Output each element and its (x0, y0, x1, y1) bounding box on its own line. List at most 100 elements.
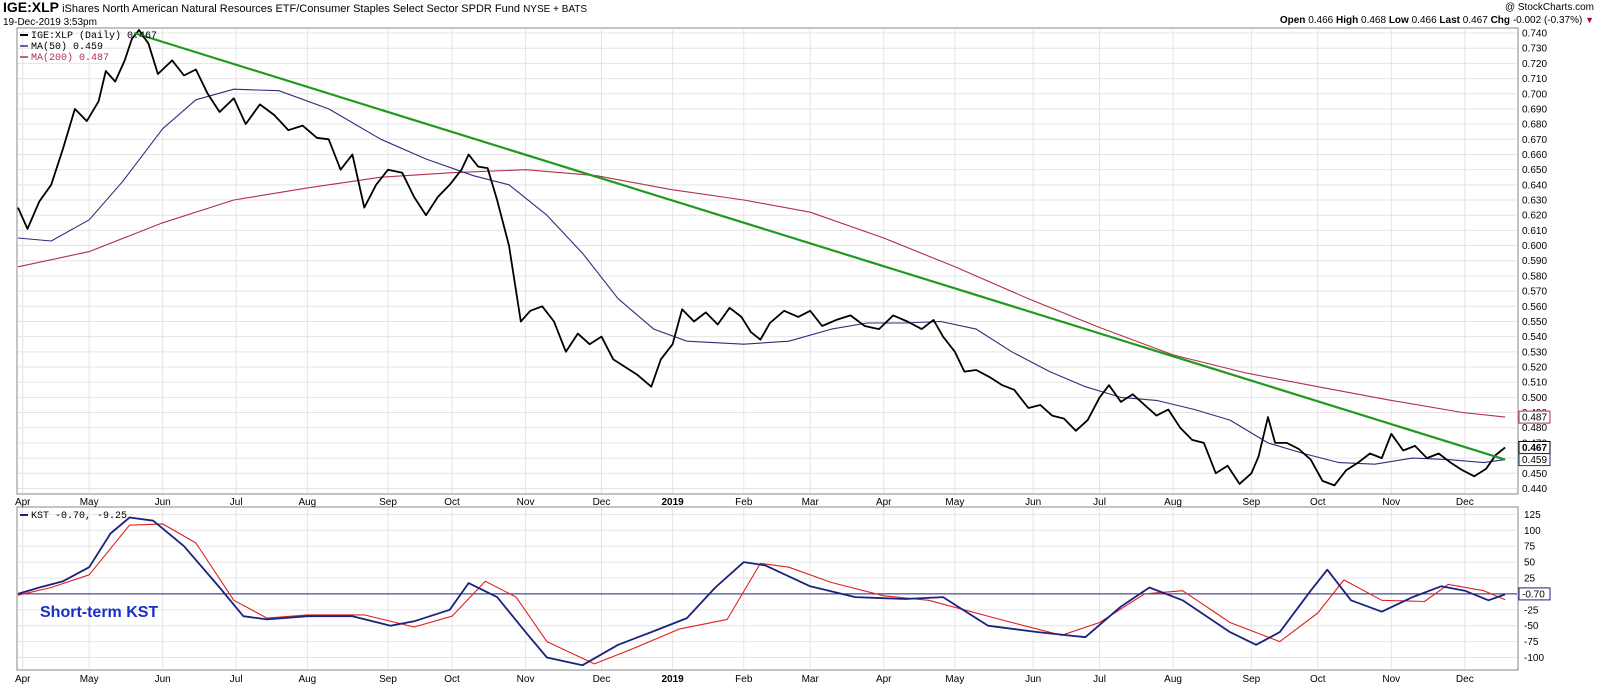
price-x-month-label: May (80, 497, 99, 508)
chart-header-right: @ StockCharts.com Open 0.466 High 0.468 … (1280, 1, 1594, 27)
price-y-tick-label: 0.630 (1522, 196, 1547, 207)
price-y-tick-label: 0.510 (1522, 378, 1547, 389)
kst-value-tag-label: -0.70 (1522, 589, 1545, 600)
y-axis-labels: 0.4400.4500.4600.4700.4800.4900.5000.510… (1518, 29, 1551, 664)
legend-ma200: MA(200) 0.487 (31, 52, 109, 64)
price-y-tick-label: 0.580 (1522, 271, 1547, 282)
price-y-tick-label: 0.560 (1522, 302, 1547, 313)
kst-signal-line (17, 523, 1506, 665)
price-value-tag-label: 0.467 (1522, 443, 1547, 454)
kst-x-month-label: Nov (517, 674, 535, 685)
price-value-tag-box (1518, 410, 1551, 424)
price-x-month-label: Aug (298, 497, 316, 508)
price-y-tick-label: 0.610 (1522, 226, 1547, 237)
price-x-month-label: Feb (735, 497, 753, 508)
watermark: @ StockCharts.com (1504, 2, 1594, 13)
price-value-tag: 0.467 (1518, 440, 1551, 454)
legend-ma50: MA(50) 0.459 (31, 41, 103, 53)
x-axis-labels: Apr Apr May May Jun Jun Jul Jul Aug Aug Sep Sep Oct O… (15, 497, 1474, 685)
kst-y-tick-label: 25 (1524, 574, 1536, 585)
kst-y-tick-label: 50 (1524, 558, 1536, 569)
price-x-month-label: Sep (379, 497, 397, 508)
price-y-tick-label: 0.740 (1522, 29, 1547, 40)
price-x-month-label: Sep (1242, 497, 1260, 508)
kst-annotation: Short-term KST (40, 604, 158, 621)
low-label: Low (1388, 15, 1409, 26)
price-x-month-label: May (945, 497, 964, 508)
price-value-tag-box (1518, 453, 1551, 467)
exchange: NYSE + BATS (523, 4, 588, 15)
price-legend: IGE:XLP (Daily) 0.467 MA(50) 0.459 MA(20… (20, 30, 157, 64)
price-x-month-label: Nov (517, 497, 535, 508)
price-value-tag: 0.459 (1518, 453, 1551, 467)
price-x-month-label: Dec (1456, 497, 1474, 508)
kst-x-month-label: Sep (379, 674, 397, 685)
kst-y-tick-label: 75 (1524, 542, 1536, 553)
kst-legend: KST -0.70, -9.25 (20, 511, 127, 522)
kst-y-tick-label: -100 (1524, 653, 1544, 664)
high-value: 0.468 (1361, 15, 1387, 26)
price-series (17, 29, 1506, 487)
price-y-tick-label: 0.700 (1522, 89, 1547, 100)
kst-y-tick-label: 100 (1524, 526, 1541, 537)
price-x-month-label: Apr (15, 497, 31, 508)
high-label: High (1336, 15, 1359, 26)
price-y-tick-label: 0.480 (1522, 423, 1547, 434)
kst-x-month-label: Dec (593, 674, 611, 685)
price-y-tick-label: 0.690 (1522, 104, 1547, 115)
price-x-month-label: Jun (155, 497, 171, 508)
trendline (133, 31, 1506, 461)
price-y-tick-label: 0.660 (1522, 150, 1547, 161)
kst-x-month-label: Sep (1242, 674, 1260, 685)
kst-x-month-label: Jun (1025, 674, 1041, 685)
kst-panel-frame (16, 506, 1519, 671)
price-value-tag-label: 0.459 (1522, 455, 1547, 466)
price-value-tag-label: 0.487 (1522, 413, 1547, 424)
price-y-tick-label: 0.640 (1522, 180, 1547, 191)
last-label: Last (1439, 15, 1460, 26)
price-y-tick-label: 0.570 (1522, 287, 1547, 298)
kst-x-month-label: Oct (1310, 674, 1326, 685)
kst-x-month-label: Nov (1382, 674, 1400, 685)
kst-x-month-label: May (80, 674, 99, 685)
price-x-month-label: Oct (1310, 497, 1326, 508)
description: iShares North American Natural Resources… (62, 3, 520, 15)
price-y-tick-label: 0.730 (1522, 44, 1547, 55)
price-x-month-label: 2019 (662, 497, 685, 508)
kst-x-month-label: Feb (735, 674, 753, 685)
ma50-line (17, 88, 1506, 465)
kst-x-month-label: Dec (1456, 674, 1474, 685)
last-value: 0.467 (1462, 15, 1488, 26)
price-y-tick-label: 0.450 (1522, 469, 1547, 480)
kst-x-month-label: Jun (155, 674, 171, 685)
chart-header-left: IGE:XLP iShares North American Natural R… (3, 0, 588, 29)
price-y-tick-label: 0.530 (1522, 347, 1547, 358)
open-value: 0.466 (1308, 15, 1334, 26)
price-y-tick-label: 0.440 (1522, 484, 1547, 495)
price-x-month-label: Mar (802, 497, 820, 508)
price-y-tick-label: 0.720 (1522, 59, 1547, 70)
kst-x-month-label: Jul (230, 674, 243, 685)
price-x-month-label: Jul (1093, 497, 1106, 508)
kst-gridlines (18, 508, 1517, 669)
open-label: Open (1279, 15, 1306, 26)
price-y-tick-label: 0.590 (1522, 256, 1547, 267)
kst-x-month-label: Apr (876, 674, 892, 685)
price-y-tick-label: 0.550 (1522, 317, 1547, 328)
legend-price: IGE:XLP (Daily) 0.467 (31, 30, 157, 42)
low-value: 0.466 (1411, 15, 1437, 26)
kst-x-month-label: Apr (15, 674, 31, 685)
price-y-tick-label: 0.520 (1522, 363, 1547, 374)
price-y-tick-label: 0.500 (1522, 393, 1547, 404)
price-x-month-label: Dec (593, 497, 611, 508)
symbol: IGE:XLP (3, 0, 60, 15)
kst-value-tag: -0.70 (1518, 587, 1551, 601)
kst-x-month-label: Jul (1093, 674, 1106, 685)
kst-y-tick-label: -75 (1524, 637, 1539, 648)
kst-x-month-label: 2019 (662, 674, 685, 685)
price-y-tick-label: 0.710 (1522, 74, 1547, 85)
price-x-month-label: Oct (444, 497, 460, 508)
price-value-tag: 0.487 (1518, 410, 1551, 424)
kst-value-tag-box (1518, 587, 1551, 601)
